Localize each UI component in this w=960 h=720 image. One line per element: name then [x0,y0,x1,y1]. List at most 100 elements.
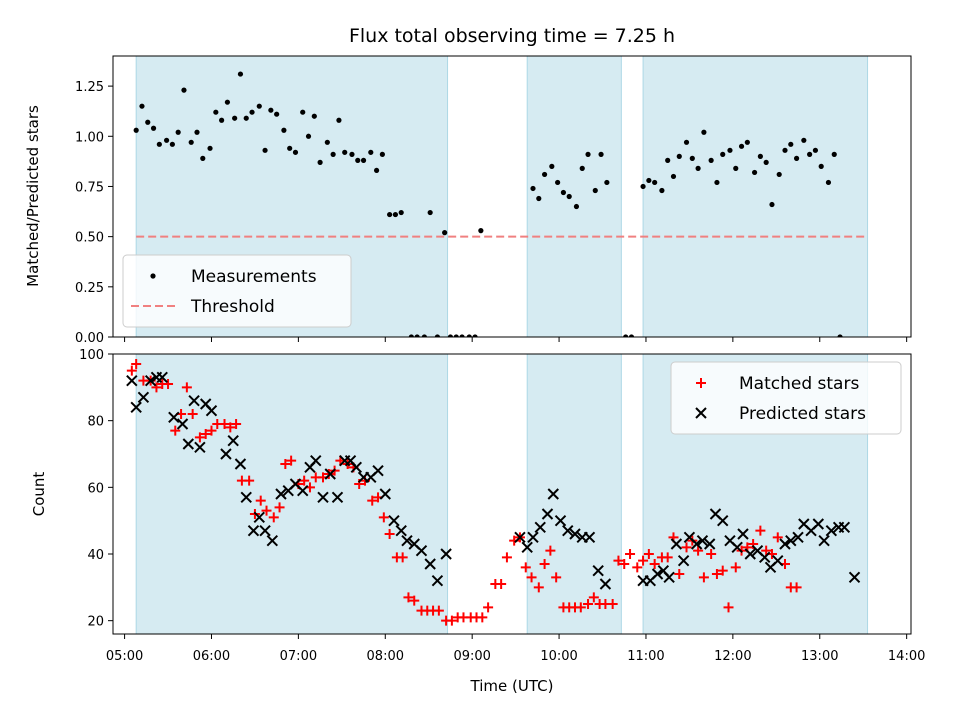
measurements-point [818,163,824,169]
predicted-stars-point [703,538,716,550]
bottom-y-axis-label: Count [30,472,48,517]
measurements-point [837,334,843,337]
matched-stars-point [163,379,174,389]
matched-stars-point [384,529,395,539]
predicted-stars-point [562,524,574,537]
measurements-point [368,149,374,155]
matched-stars-point [607,599,618,609]
measurements-point [181,87,187,93]
matched-stars-point [755,525,766,536]
matched-stars-point [433,605,444,616]
measurements-point [355,157,361,163]
predicted-stars-point [534,521,546,534]
bottom-y-tick-label: 40 [87,548,104,563]
legend-entry: Measurements [150,267,317,287]
predicted-stars-point [792,531,804,544]
predicted-stars-point [838,521,851,534]
measurements-point [623,334,629,337]
matched-stars-point [791,582,802,593]
legend-label: Matched stars [739,374,859,394]
top-legend: Measurements Threshold [122,254,352,328]
predicted-stars-point [234,458,247,470]
predicted-stars-point [431,574,444,587]
matched-stars-point [268,512,279,523]
matched-stars-point [501,552,512,563]
measurements-point [421,334,427,337]
measurements-point [720,151,726,157]
top-data-layer [133,71,868,337]
matched-stars-point [378,512,389,523]
predicted-stars-point [310,454,322,467]
x-tick-label: 14:00 [888,649,925,664]
matched-stars-point [496,579,507,589]
measurements-point [652,179,658,186]
measurements-point [695,165,701,171]
matched-stars-point [286,455,297,466]
predicted-stars-point [677,554,690,567]
measurements-point [281,127,287,133]
legend-label: Threshold [190,297,275,317]
matched-stars-point [681,542,692,553]
predicted-stars-point [818,534,830,547]
predicted-stars-point [266,534,279,547]
bottom-y-tick-label: 100 [79,348,104,363]
measurements-point [243,115,249,121]
top-y-tick: 0.50 [75,231,113,246]
measurements-point [447,334,454,337]
measurements-point [200,155,206,161]
measurements-point [670,173,677,180]
matched-stars-point [231,419,242,429]
measurements-point [579,165,585,171]
measurements-point [237,71,244,77]
predicted-stars-point [331,491,344,504]
matched-stars-point [730,562,741,573]
measurements-point [262,147,268,153]
top-y-tick-label: 0.50 [75,231,104,246]
measurements-point [373,167,380,174]
predicted-stars-point [696,534,709,547]
predicted-stars-point [527,531,539,544]
measurements-point [604,179,610,186]
measurements-point [659,187,665,194]
matched-stars-point [533,582,544,593]
matched-stars-point [520,562,531,573]
bottom-data-layer [126,359,861,626]
measurements-point [793,155,800,161]
x-axis-label: Time (UTC) [470,677,554,695]
matched-stars-point [187,409,198,419]
predicted-stars-point [772,554,784,567]
measurements-point [825,179,832,186]
measurements-point [689,155,695,161]
predicted-stars-point [220,448,232,460]
predicted-stars-point [205,404,218,417]
measurements-point [472,334,478,337]
measurements-point [831,151,837,157]
measurements-point [305,133,312,139]
measurements-point [665,157,671,163]
predicted-stars-point [424,558,436,570]
matched-stars-point [723,602,734,613]
predicted-stars-point [440,548,452,560]
measurements-point [274,111,280,117]
top-panel: 0.00 0.25 0.50 0.75 1.00 1.25 Measurements Thre… [75,55,912,346]
measurements-point [175,129,181,135]
top-y-tick-label: 0.25 [75,281,104,296]
predicted-stars-point [130,401,142,414]
bottom-y-tick: 60 [87,481,113,496]
measurements-point [812,147,819,153]
predicted-stars-point [137,391,150,404]
x-tick-label: 09:00 [453,649,490,664]
bottom-x-tick: 11:00 [627,634,665,664]
measurements-point [585,151,591,157]
measurements-point [776,171,782,178]
measurements-point [530,185,536,192]
predicted-stars-point [744,548,756,560]
predicted-stars-point [583,531,596,544]
measurements-point [139,103,145,109]
measurements-point [311,113,317,119]
measurements-point [150,125,157,131]
measurements-point [219,117,225,123]
matched-stars-point [643,549,654,559]
bottom-y-tick-label: 20 [87,615,104,630]
predicted-stars-point [737,528,749,540]
